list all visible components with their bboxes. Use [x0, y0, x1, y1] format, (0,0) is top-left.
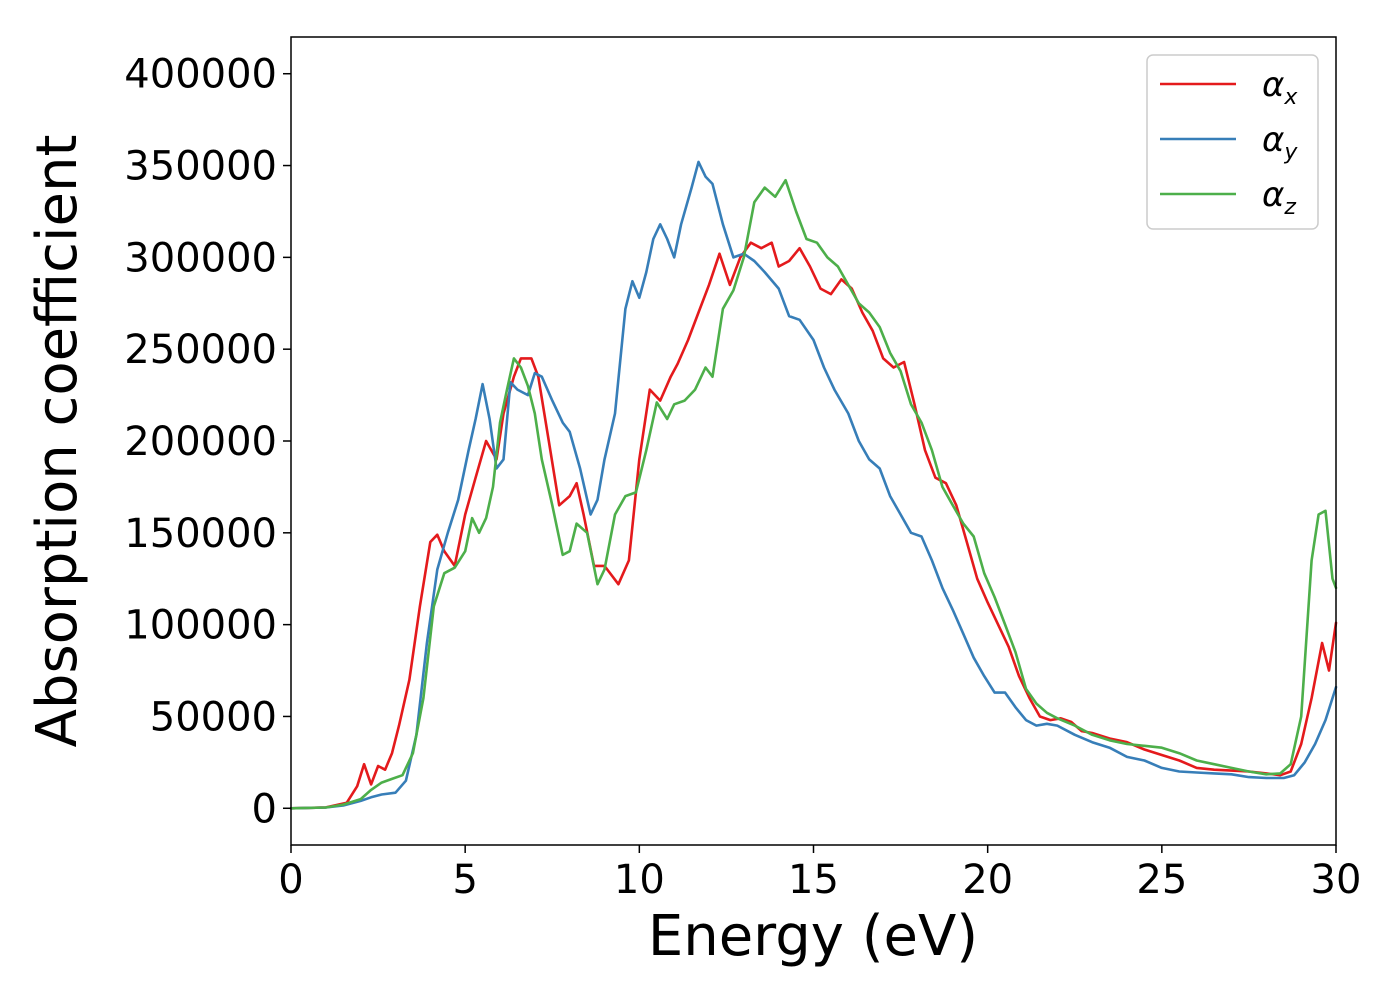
legend-symbol: α: [1262, 120, 1284, 160]
series-layer: [289, 160, 1338, 810]
legend-label-alpha-y: αy: [1262, 120, 1298, 165]
legend-box: [1146, 54, 1319, 230]
x-tick-label: 30: [1311, 857, 1362, 903]
legend-symbol: α: [1262, 175, 1284, 215]
legend-label-alpha-x: αx: [1262, 65, 1298, 110]
y-tick-label: 100000: [124, 603, 277, 649]
y-ticks: 0 50000 100000 150000 200000 250000 300000 3500…: [124, 52, 291, 832]
x-axis-label: Energy (eV): [648, 904, 978, 969]
x-ticks: 0 5 10 15 20 25 30: [278, 845, 1361, 903]
y-tick-label: 0: [252, 786, 277, 832]
x-tick-label: 20: [962, 857, 1013, 903]
y-tick-label: 350000: [124, 144, 277, 190]
x-tick-label: 5: [452, 857, 477, 903]
y-tick-label: 200000: [124, 419, 277, 465]
legend-subscript: y: [1283, 140, 1298, 165]
legend-label-alpha-z: αz: [1262, 175, 1296, 220]
legend-subscript: z: [1283, 195, 1296, 220]
y-tick-label: 300000: [124, 235, 277, 281]
x-tick-label: 0: [278, 857, 303, 903]
x-tick-label: 25: [1136, 857, 1187, 903]
x-tick-label: 10: [614, 857, 665, 903]
y-tick-label: 50000: [150, 694, 277, 740]
series-line-alpha-x: [289, 241, 1338, 810]
y-tick-label: 250000: [124, 327, 277, 373]
y-tick-label: 150000: [124, 511, 277, 557]
x-tick-label: 15: [788, 857, 839, 903]
legend-subscript: x: [1283, 85, 1298, 110]
legend-symbol: α: [1262, 65, 1284, 105]
series-line-alpha-z: [289, 178, 1338, 810]
y-tick-label: 400000: [124, 52, 277, 98]
y-axis-label: Absorption coefficient: [25, 135, 90, 748]
